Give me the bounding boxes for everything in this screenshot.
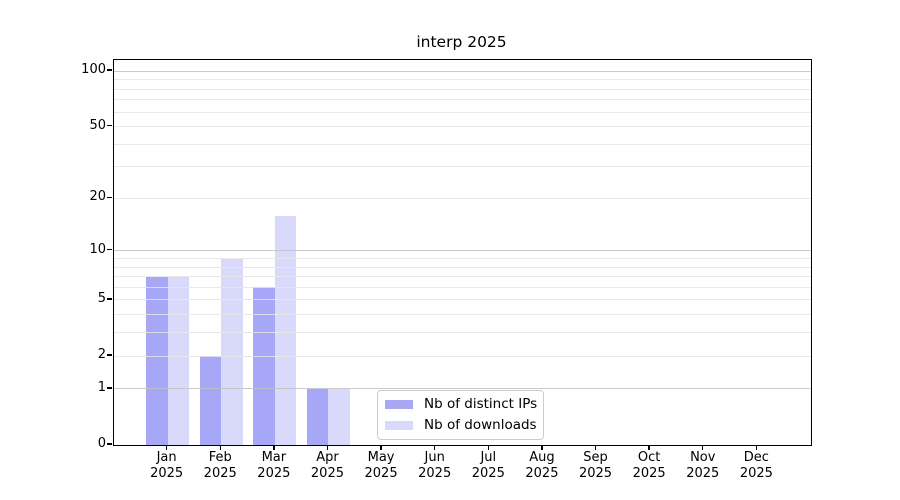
y-tick-label-20: 20 (89, 189, 106, 205)
x-tick-label-nov: Nov 2025 (686, 450, 720, 481)
x-tick-mark-dec (755, 445, 758, 450)
y-tick-label-10: 10 (89, 241, 106, 257)
x-tick-label-may: May 2025 (364, 450, 398, 481)
legend-entry-nb-of-distinct-ips: Nb of distinct IPs (378, 394, 537, 415)
gridline-major-100 (114, 70, 811, 72)
bar-nb-of-downloads-jan (167, 276, 190, 445)
gridline-minor-90 (114, 79, 811, 81)
x-tick-mark-jul (487, 445, 489, 450)
x-tick-mark-oct (648, 445, 650, 450)
y-tick-mark-5 (107, 298, 112, 300)
x-tick-label-aug: Aug 2025 (525, 450, 559, 481)
y-tick-label-0: 0 (97, 436, 106, 451)
y-tick-mark-2 (107, 354, 112, 356)
gridline-minor-9 (114, 258, 811, 259)
gridline-minor-20 (114, 197, 811, 199)
chart-title: interp 2025 (416, 33, 507, 51)
legend-entry-nb-of-downloads: Nb of downloads (378, 415, 537, 436)
x-tick-label-oct: Oct 2025 (632, 450, 666, 481)
x-tick-label-sep: Sep 2025 (578, 450, 613, 481)
y-tick-mark-100 (107, 69, 112, 71)
gridline-minor-60 (114, 111, 811, 113)
y-tick-label-100: 100 (81, 62, 106, 78)
x-tick-label-feb: Feb 2025 (203, 450, 237, 481)
bar-nb-of-downloads-apr (328, 388, 350, 445)
gridline-major-1 (114, 388, 811, 390)
x-tick-mark-feb (219, 445, 221, 450)
gridline-minor-2 (114, 355, 811, 357)
gridline-minor-4 (114, 314, 811, 316)
plot-area (113, 59, 812, 446)
x-tick-mark-sep (594, 445, 597, 450)
gridline-minor-80 (114, 88, 811, 90)
y-tick-mark-20 (107, 196, 112, 199)
y-tick-label-1: 1 (97, 379, 106, 395)
gridline-minor-30 (114, 166, 811, 168)
legend-label: Nb of distinct IPs (424, 396, 538, 412)
bar-nb-of-distinct-ips-mar (253, 287, 275, 445)
x-tick-mark-jan (165, 445, 168, 450)
y-tick-mark-1 (107, 387, 112, 389)
legend-label: Nb of downloads (424, 417, 537, 433)
legend-swatch-icon (385, 421, 413, 430)
y-tick-mark-50 (107, 124, 112, 127)
legend: Nb of distinct IPs Nb of downloads (377, 390, 545, 440)
x-tick-label-mar: Mar 2025 (257, 450, 291, 481)
y-tick-label-2: 2 (97, 347, 106, 363)
y-tick-mark-0 (107, 443, 112, 445)
gridline-minor-70 (114, 99, 811, 101)
x-tick-label-dec: Dec 2025 (739, 450, 773, 481)
x-tick-label-jun: Jun 2025 (418, 450, 452, 481)
x-tick-mark-apr (326, 445, 329, 450)
gridline-minor-3 (114, 332, 811, 334)
gridline-major-10 (114, 250, 811, 252)
gridline-minor-6 (114, 286, 811, 288)
bar-nb-of-distinct-ips-feb (199, 356, 222, 445)
x-tick-label-jul: Jul 2025 (471, 450, 505, 481)
gridline-minor-8 (114, 266, 811, 268)
gridline-minor-5 (114, 299, 811, 301)
bar-nb-of-downloads-mar (274, 215, 297, 445)
x-tick-mark-may (380, 445, 382, 450)
x-tick-mark-mar (273, 445, 275, 450)
bar-nb-of-distinct-ips-jan (146, 276, 168, 445)
y-tick-mark-10 (107, 249, 112, 251)
bar-nb-of-distinct-ips-apr (306, 388, 329, 445)
gridline-minor-7 (114, 276, 811, 278)
gridline-minor-50 (114, 126, 811, 128)
x-tick-label-apr: Apr 2025 (310, 450, 344, 481)
x-tick-mark-nov (702, 445, 704, 450)
legend-swatch-icon (385, 400, 413, 409)
x-tick-label-jan: Jan 2025 (150, 450, 184, 481)
bar-nb-of-downloads-feb (221, 258, 243, 445)
x-tick-mark-aug (541, 445, 543, 450)
y-tick-label-50: 50 (89, 117, 106, 133)
y-tick-label-5: 5 (97, 290, 106, 306)
x-tick-mark-jun (433, 445, 436, 450)
gridline-minor-40 (114, 143, 811, 145)
